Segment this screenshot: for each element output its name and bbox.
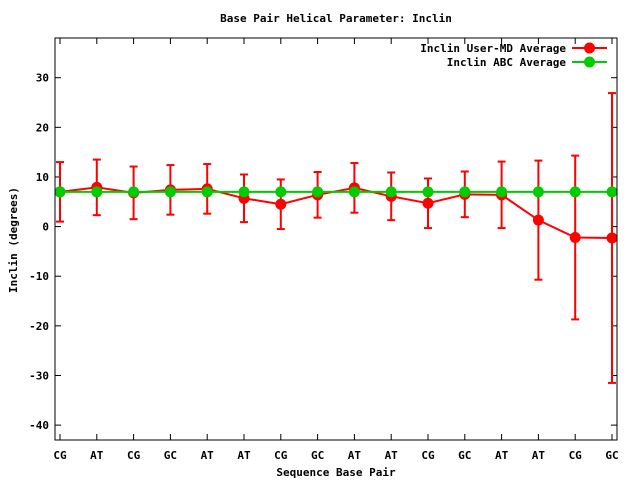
legend-marker: [584, 42, 595, 54]
data-point: [275, 198, 287, 210]
data-point: [385, 186, 397, 198]
y-tick-label: 0: [42, 221, 49, 234]
data-point: [54, 186, 66, 198]
data-point: [422, 197, 434, 209]
x-tick-label: AT: [201, 449, 215, 462]
data-point: [348, 186, 360, 198]
data-point: [496, 186, 508, 198]
x-tick-label: GC: [164, 449, 177, 462]
x-tick-label: AT: [348, 449, 362, 462]
data-point: [91, 186, 103, 198]
y-axis-label: Inclin (degrees): [7, 187, 20, 293]
y-tick-label: -10: [29, 270, 49, 283]
x-tick-label: AT: [237, 449, 251, 462]
series-lines: [59, 186, 613, 240]
x-tick-label: CG: [127, 449, 141, 462]
x-tick-label: CG: [53, 449, 67, 462]
axis-ticks: -40 -30 -20 -10 0 10 20 30 CG AT CG GC AT AT CG GC AT AT C…: [29, 38, 619, 462]
data-point: [164, 186, 176, 198]
y-tick-label: -40: [29, 419, 49, 432]
data-point: [532, 214, 544, 226]
data-point: [606, 232, 618, 244]
data-point: [459, 186, 471, 198]
plot-frame: [54, 37, 618, 441]
x-axis-label: Sequence Base Pair: [276, 466, 396, 479]
y-tick-label: 20: [36, 121, 49, 134]
x-tick-label: CG: [421, 449, 435, 462]
data-point: [532, 186, 544, 198]
data-point: [569, 186, 581, 198]
x-tick-label: CG: [274, 449, 288, 462]
data-point: [606, 186, 618, 198]
data-point: [238, 186, 250, 198]
data-point: [128, 186, 140, 198]
y-tick-label: 30: [36, 72, 49, 85]
x-tick-label: AT: [385, 449, 399, 462]
chart-title: Base Pair Helical Parameter: Inclin: [220, 12, 452, 25]
series-line-0: [59, 186, 613, 240]
x-tick-label: CG: [569, 449, 583, 462]
x-tick-label: GC: [311, 449, 324, 462]
legend-label: Inclin ABC Average: [447, 56, 567, 69]
x-tick-label: GC: [458, 449, 471, 462]
data-point: [422, 186, 434, 198]
x-tick-label: AT: [90, 449, 104, 462]
y-tick-label: -20: [29, 320, 49, 333]
data-point: [275, 186, 287, 198]
x-tick-label: AT: [495, 449, 509, 462]
data-point: [312, 186, 324, 198]
y-tick-label: -30: [29, 369, 49, 382]
legend-label: Inclin User-MD Average: [420, 42, 566, 55]
series-points: [54, 181, 618, 244]
y-tick-label: 10: [36, 171, 49, 184]
x-tick-label: AT: [532, 449, 546, 462]
error-bars: [56, 92, 616, 384]
legend-marker: [584, 56, 595, 68]
data-point: [569, 232, 581, 244]
data-point: [201, 186, 213, 198]
x-tick-label: GC: [605, 449, 618, 462]
